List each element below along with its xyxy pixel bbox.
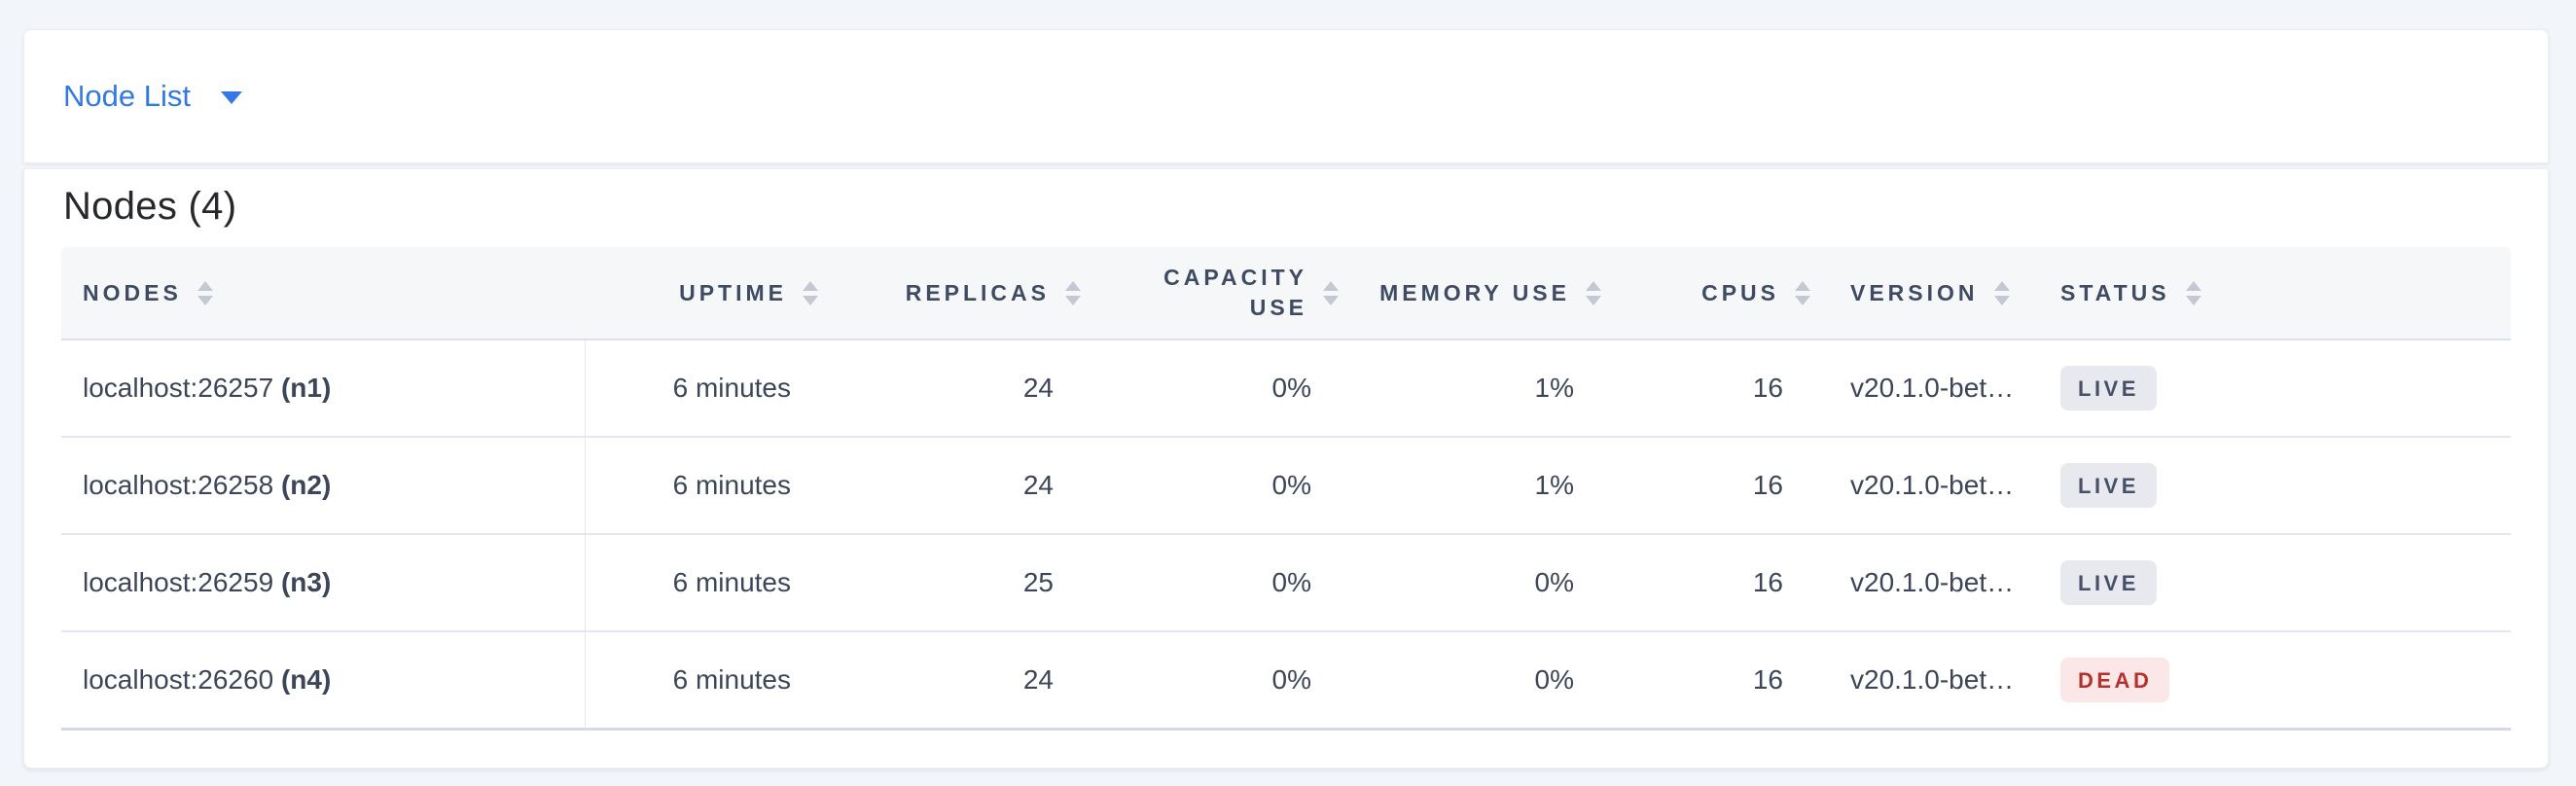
memory-use-cell: 1%: [1358, 437, 1621, 535]
node-address: localhost:26258: [83, 470, 274, 500]
column-header-capacity-use[interactable]: CAPACITY USE: [1100, 247, 1358, 340]
replicas-cell: 24: [838, 437, 1100, 535]
column-header-nodes[interactable]: NODES: [61, 247, 585, 340]
sort-icon: [2185, 280, 2201, 305]
node-address: localhost:26260: [83, 664, 274, 695]
table-row: localhost:26259 (n3) 6 minutes 25 0% 0% 16 v20…: [61, 534, 2511, 632]
capacity-use-cell: 0%: [1100, 437, 1358, 535]
uptime-cell: 6 minutes: [585, 437, 838, 535]
version-cell: v20.1.0-bet…: [1830, 534, 2044, 632]
memory-use-cell: 0%: [1358, 534, 1621, 632]
node-address-cell: localhost:26257 (n1): [61, 339, 586, 438]
version-cell: v20.1.0-bet…: [1830, 631, 2044, 731]
page: Node List Nodes (4) NODES: [23, 29, 2549, 768]
node-id: (n1): [280, 373, 332, 403]
status-badge: LIVE: [2060, 366, 2157, 411]
column-header-status[interactable]: STATUS: [2044, 247, 2511, 340]
sort-icon: [1323, 280, 1339, 305]
status-cell: LIVE: [2044, 437, 2511, 535]
node-list-dropdown-label: Node List: [63, 79, 191, 113]
node-address: localhost:26259: [83, 567, 274, 597]
node-list-dropdown[interactable]: Node List: [63, 79, 242, 114]
replicas-cell: 25: [838, 534, 1100, 632]
node-address-cell: localhost:26259 (n3): [61, 534, 586, 632]
version-cell: v20.1.0-bet…: [1830, 437, 2044, 535]
status-badge: LIVE: [2060, 463, 2157, 508]
table-row: localhost:26258 (n2) 6 minutes 24 0% 1% 16 v20…: [61, 437, 2511, 535]
replicas-cell: 24: [838, 631, 1100, 731]
table-row: localhost:26260 (n4) 6 minutes 24 0% 0% 16 v20…: [61, 631, 2511, 731]
replicas-cell: 24: [838, 339, 1100, 438]
status-badge: LIVE: [2060, 560, 2157, 605]
capacity-use-cell: 0%: [1100, 631, 1358, 731]
sort-icon: [197, 280, 213, 305]
sort-icon: [803, 280, 818, 305]
column-header-memory-use[interactable]: MEMORY USE: [1358, 247, 1621, 340]
column-header-cpus[interactable]: CPUS: [1621, 247, 1830, 340]
uptime-cell: 6 minutes: [585, 631, 838, 731]
node-id: (n3): [280, 567, 332, 597]
table-row: localhost:26257 (n1) 6 minutes 24 0% 1% 16 v20…: [61, 339, 2511, 438]
sort-icon: [1795, 280, 1810, 305]
node-id: (n4): [280, 664, 332, 695]
status-badge: DEAD: [2060, 658, 2170, 702]
node-address: localhost:26257: [83, 373, 274, 403]
capacity-use-cell: 0%: [1100, 339, 1358, 438]
table-header-row: NODES UPTIME REPLICAS: [61, 247, 2511, 340]
uptime-cell: 6 minutes: [585, 534, 838, 632]
node-address-cell: localhost:26258 (n2): [61, 437, 586, 535]
uptime-cell: 6 minutes: [585, 339, 838, 438]
page-title: Nodes (4): [63, 185, 237, 228]
nodes-card: Nodes (4) NODES UPTIME: [23, 168, 2549, 768]
memory-use-cell: 1%: [1358, 339, 1621, 438]
column-header-replicas[interactable]: REPLICAS: [838, 247, 1100, 340]
view-selector-bar: Node List: [23, 29, 2549, 163]
column-header-version[interactable]: VERSION: [1830, 247, 2044, 340]
node-id: (n2): [280, 470, 332, 500]
caret-down-icon: [220, 91, 242, 104]
cpus-cell: 16: [1621, 631, 1830, 731]
status-cell: LIVE: [2044, 534, 2511, 632]
sort-icon: [1065, 280, 1081, 305]
column-header-uptime[interactable]: UPTIME: [585, 247, 838, 340]
memory-use-cell: 0%: [1358, 631, 1621, 731]
version-cell: v20.1.0-bet…: [1830, 339, 2044, 438]
nodes-table: NODES UPTIME REPLICAS: [61, 247, 2511, 731]
sort-icon: [1586, 280, 1601, 305]
capacity-use-cell: 0%: [1100, 534, 1358, 632]
cpus-cell: 16: [1621, 437, 1830, 535]
sort-icon: [1993, 280, 2010, 305]
node-address-cell: localhost:26260 (n4): [61, 631, 586, 731]
status-cell: DEAD: [2044, 631, 2511, 731]
cpus-cell: 16: [1621, 534, 1830, 632]
status-cell: LIVE: [2044, 339, 2511, 438]
cpus-cell: 16: [1621, 339, 1830, 438]
